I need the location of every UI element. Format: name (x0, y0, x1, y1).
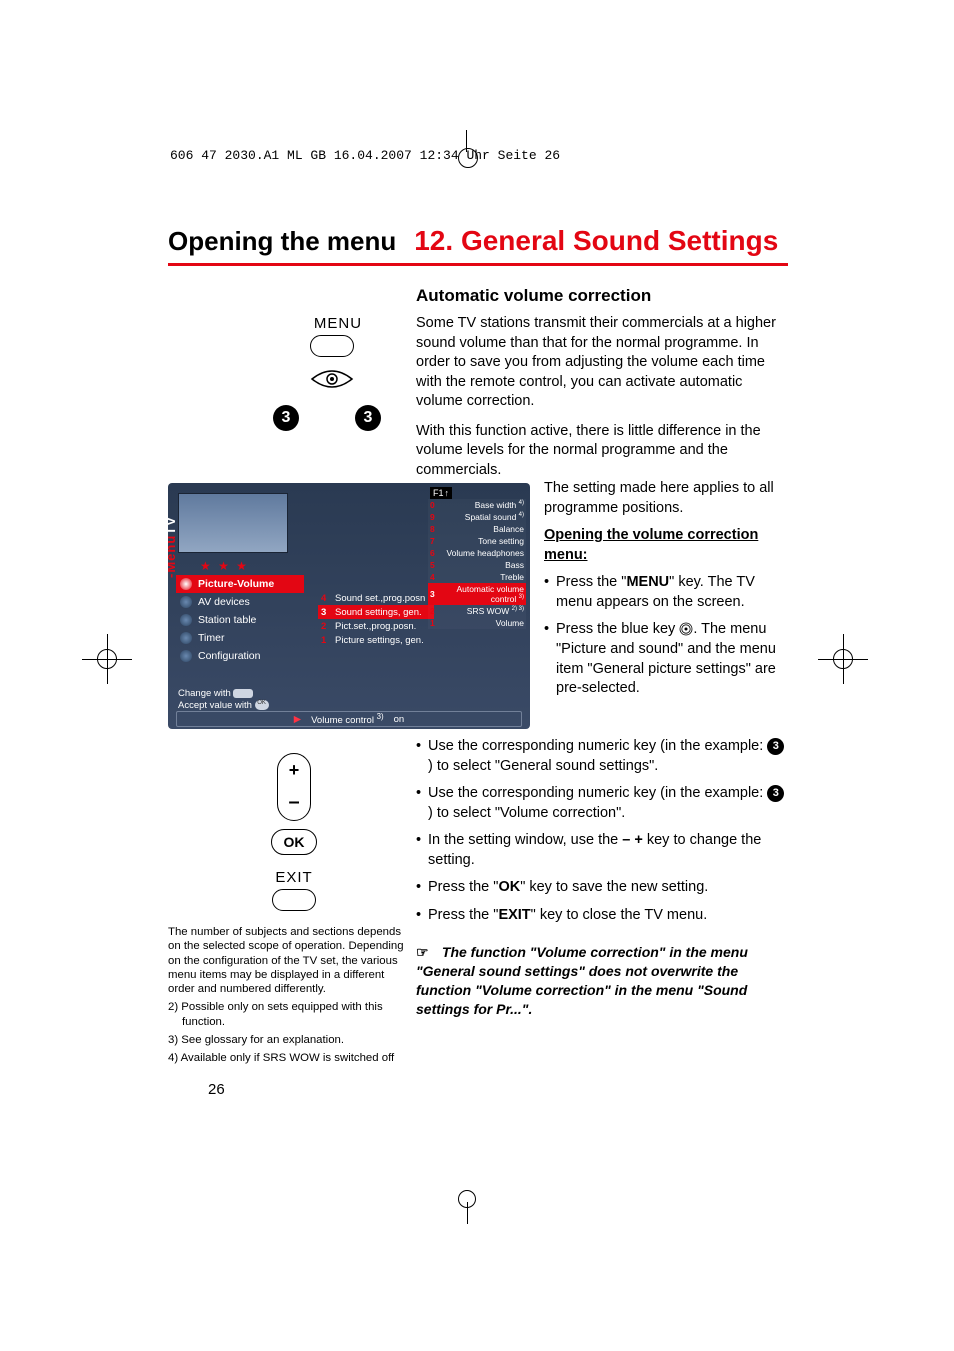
tv-left-item: Timer (176, 629, 304, 647)
procedure-step: Press the "OK" key to save the new setti… (416, 878, 788, 898)
number-badge: 3 (273, 405, 299, 431)
ok-button-icon: OK (271, 829, 317, 855)
section-subheading: Automatic volume correction (416, 285, 788, 308)
remote-bottom-graphic: + – OK EXIT (224, 753, 364, 921)
crop-mark-icon (824, 640, 862, 678)
tv-sub-item: 9Spatial sound 4) (428, 511, 526, 523)
procedure-step: Use the corresponding numeric key (in th… (416, 784, 788, 823)
tv-sub-item: 7Tone setting (428, 535, 526, 547)
tv-mid-item: 4Sound set.,prog.posn (318, 591, 434, 605)
applies-note: The setting made here applies to all pro… (544, 479, 790, 518)
f1-tag: F1↑ (430, 487, 452, 499)
intro-paragraph: Some TV stations transmit their commerci… (416, 314, 788, 412)
procedure-steps: Use the corresponding numeric key (in th… (416, 737, 788, 934)
tv-left-item: Picture-Volume (176, 575, 304, 593)
procedure-step: Press the "EXIT" key to close the TV men… (416, 906, 788, 926)
tv-left-menu: Picture-VolumeAV devicesStation tableTim… (176, 575, 304, 665)
tv-mid-item: 1Picture settings, gen. (318, 633, 434, 647)
tv-sub-item: 4Treble (428, 571, 526, 583)
page-title-right: 12. General Sound Settings (414, 225, 778, 257)
print-job-header: 606 47 2030.A1 ML GB 16.04.2007 12:34 Uh… (170, 148, 560, 163)
procedure-heading: Opening the volume correction menu: (544, 526, 790, 565)
intro-text: Automatic volume correction Some TV stat… (416, 279, 788, 490)
tv-sub-item: 8Balance (428, 523, 526, 535)
important-note: ☞ The function "Volume correction" in th… (416, 943, 788, 1019)
crop-mark-icon (88, 640, 126, 678)
procedure-step: Use the corresponding numeric key (in th… (416, 737, 788, 776)
tv-mid-item: 3Sound settings, gen. (318, 605, 434, 619)
procedure-step: Press the "MENU" key. The TV menu appear… (544, 573, 790, 612)
tv-sub-item: 3Automatic volume control 3) (428, 583, 526, 605)
tv-left-item: AV devices (176, 593, 304, 611)
crop-mark-icon (452, 142, 482, 172)
exit-key-label: EXIT (224, 869, 364, 886)
menu-button-icon (310, 335, 354, 357)
volume-rocker-icon: + – (277, 753, 311, 821)
tv-menu-title: -MenuTV (168, 498, 178, 578)
tv-mid-item: 2Pict.set.,prog.posn. (318, 619, 434, 633)
tv-hint-text: Change with Accept value with OK (178, 688, 269, 711)
tv-bottom-bar: ▶ Volume control 3) on (176, 711, 522, 727)
procedure-step: In the setting window, use the – + key t… (416, 831, 788, 870)
number-badge: 3 (355, 405, 381, 431)
title-row: Opening the menu 12. General Sound Setti… (168, 225, 788, 266)
tv-sub-item: 5Bass (428, 559, 526, 571)
tv-menu-screenshot: ★ ★ ★ -MenuTV Picture-VolumeAV devicesSt… (168, 483, 530, 729)
tv-sub-item: 0Base width 4) (428, 499, 526, 511)
crop-mark-icon (452, 1188, 482, 1218)
tv-sub-item: 2SRS WOW 2) 3) (428, 605, 526, 617)
page-title-left: Opening the menu (168, 226, 396, 257)
footnote: The number of subjects and sections depe… (168, 925, 414, 996)
tv-left-item: Station table (176, 611, 304, 629)
intro-paragraph: With this function active, there is litt… (416, 422, 788, 481)
blue-key-icon (679, 622, 693, 636)
tv-sub-item: 6Volume headphones (428, 547, 526, 559)
rating-stars-icon: ★ ★ ★ (200, 559, 249, 573)
eye-icon (310, 367, 354, 391)
tv-sub-item: 1Volume (428, 617, 526, 629)
remote-top-graphic: MENU 3 3 (198, 315, 408, 431)
page-number: 26 (208, 1081, 225, 1098)
preview-thumbnail (178, 493, 288, 553)
right-side-text: The setting made here applies to all pro… (544, 479, 790, 707)
tv-left-item: Configuration (176, 647, 304, 665)
procedure-step: Press the blue key . The menu "Picture a… (544, 620, 790, 698)
footnote: 4) Available only if SRS WOW is switched… (168, 1051, 414, 1065)
tv-submenu: F1↑ 0Base width 4)9Spatial sound 4)8Bala… (428, 487, 526, 629)
tv-mid-menu: 4Sound set.,prog.posn3Sound settings, ge… (318, 591, 434, 647)
pointing-hand-icon: ☞ (416, 943, 438, 962)
manual-page: Opening the menu 12. General Sound Setti… (168, 225, 788, 276)
footnotes: The number of subjects and sections depe… (168, 925, 414, 1069)
footnote: 2) Possible only on sets equipped with t… (168, 1000, 414, 1029)
footnote: 3) See glossary for an explanation. (168, 1033, 414, 1047)
menu-key-label: MENU (268, 315, 408, 332)
exit-button-icon (272, 889, 316, 911)
